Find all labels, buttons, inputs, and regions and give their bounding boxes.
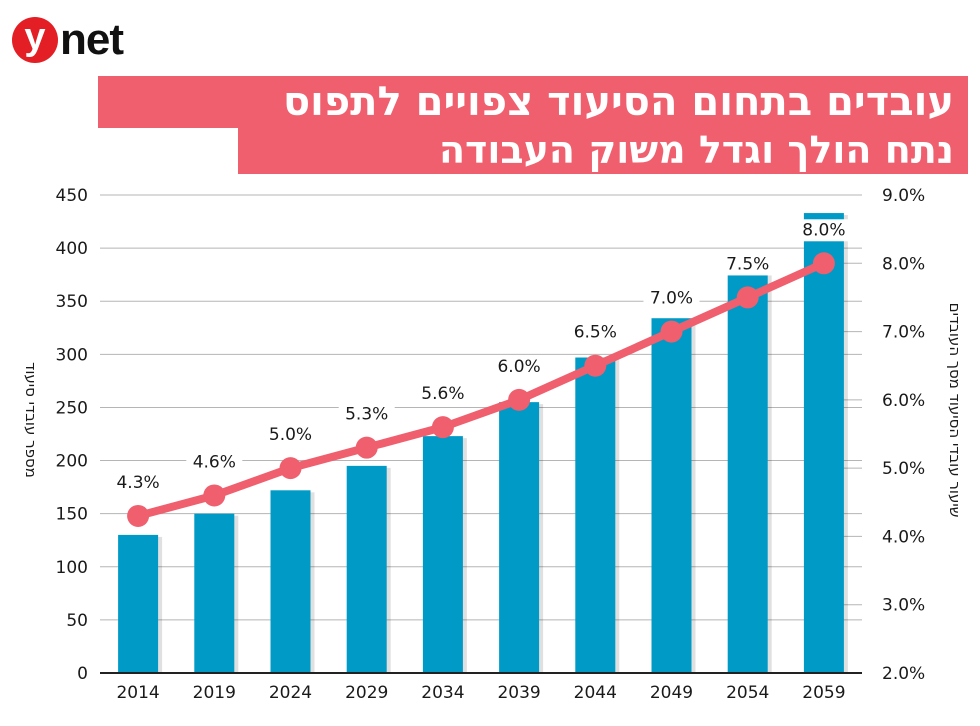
data-label: 5.6% bbox=[421, 384, 464, 404]
data-label: 7.5% bbox=[726, 254, 769, 274]
data-label: 5.3% bbox=[345, 405, 388, 425]
line-point bbox=[812, 252, 835, 275]
x-tick-label: 2029 bbox=[345, 683, 388, 703]
bar bbox=[118, 534, 159, 673]
bar bbox=[575, 357, 616, 673]
bar bbox=[270, 490, 311, 673]
left-tick-label: 300 bbox=[56, 345, 88, 365]
line-point bbox=[279, 457, 302, 480]
left-tick-label: 0 bbox=[77, 664, 88, 684]
bar bbox=[346, 465, 387, 673]
right-axis-ticks: 2.0% 3.0% 4.0% 5.0% 6.0% 7.0% 8.0% 9.0% bbox=[882, 186, 925, 684]
left-tick-label: 50 bbox=[66, 611, 88, 631]
line-point bbox=[203, 484, 226, 507]
left-axis-ticks: 0 50 100 150 200 250 300 350 400 450 bbox=[56, 186, 88, 684]
bar bbox=[194, 513, 235, 673]
data-label: 6.0% bbox=[497, 357, 540, 377]
data-label-bg bbox=[262, 424, 319, 447]
x-tick-label: 2014 bbox=[116, 683, 159, 703]
data-label-bg bbox=[491, 355, 548, 378]
bar bbox=[727, 269, 768, 673]
logo-badge: y bbox=[12, 17, 58, 63]
x-tick-label: 2054 bbox=[726, 683, 769, 703]
line-point bbox=[584, 354, 607, 377]
data-label: 5.0% bbox=[269, 425, 312, 445]
data-label-bg bbox=[338, 403, 395, 426]
left-tick-label: 200 bbox=[56, 452, 88, 472]
right-tick-label: 6.0% bbox=[882, 391, 925, 411]
right-tick-label: 2.0% bbox=[882, 664, 925, 684]
line-point bbox=[127, 504, 150, 527]
data-label-bg bbox=[643, 287, 700, 310]
left-tick-label: 150 bbox=[56, 505, 88, 525]
right-tick-label: 7.0% bbox=[882, 323, 925, 343]
bar bbox=[499, 402, 540, 673]
data-label: 8.0% bbox=[802, 220, 845, 240]
x-tick-label: 2049 bbox=[650, 683, 693, 703]
x-tick-label: 2039 bbox=[497, 683, 540, 703]
data-label-bg bbox=[567, 321, 624, 344]
right-tick-label: 5.0% bbox=[882, 459, 925, 479]
left-tick-label: 400 bbox=[56, 239, 88, 259]
x-axis-ticks: 2014 2019 2024 2029 2034 2039 2044 2049 2054 2059 bbox=[116, 683, 845, 703]
left-tick-label: 250 bbox=[56, 398, 88, 418]
chart-title-line-2: נתח הולך וגדל משוק העבודה bbox=[238, 128, 968, 174]
left-axis-title: מספר עובדי סיעוד bbox=[22, 362, 40, 478]
right-tick-label: 4.0% bbox=[882, 527, 925, 547]
chart-title-line-1: עובדים בתחום הסיעוד צפויים לתפוס bbox=[98, 76, 968, 128]
data-label: 4.3% bbox=[116, 473, 159, 493]
ynet-logo: y net bbox=[12, 12, 124, 68]
data-label: 7.0% bbox=[650, 289, 693, 309]
x-tick-label: 2059 bbox=[802, 683, 845, 703]
right-axis-title: שיעור עובדי הסיעוד מסך העובדים bbox=[946, 303, 964, 518]
data-label-bg bbox=[186, 451, 243, 474]
right-tick-label: 9.0% bbox=[882, 186, 925, 206]
left-tick-label: 100 bbox=[56, 558, 88, 578]
line-point bbox=[508, 388, 531, 411]
logo-wordmark: net bbox=[60, 15, 124, 64]
bar-series bbox=[118, 213, 848, 673]
data-label-bg bbox=[414, 383, 471, 406]
x-tick-label: 2019 bbox=[193, 683, 236, 703]
x-tick-label: 2024 bbox=[269, 683, 312, 703]
right-tick-label: 3.0% bbox=[882, 596, 925, 616]
data-label-bg bbox=[719, 253, 776, 276]
line-point bbox=[660, 320, 683, 343]
line-point bbox=[355, 436, 378, 459]
data-label: 4.6% bbox=[193, 452, 236, 472]
bar bbox=[803, 213, 844, 673]
data-label: 6.5% bbox=[574, 323, 617, 343]
left-tick-label: 450 bbox=[56, 186, 88, 206]
left-tick-label: 350 bbox=[56, 292, 88, 312]
line-point bbox=[431, 416, 454, 439]
line-point bbox=[736, 286, 759, 309]
data-label-bg bbox=[110, 471, 167, 494]
x-tick-label: 2044 bbox=[574, 683, 617, 703]
bar bbox=[651, 318, 692, 673]
x-tick-label: 2034 bbox=[421, 683, 464, 703]
right-tick-label: 8.0% bbox=[882, 254, 925, 274]
data-label-bg bbox=[795, 219, 852, 242]
line-series: 4.3% 4.6% 5.0% 5.3% 5.6% 6.0% 6.5% 7.0% 7.5% 8.0% bbox=[110, 219, 852, 527]
bar bbox=[422, 436, 463, 673]
line-path bbox=[134, 259, 828, 520]
